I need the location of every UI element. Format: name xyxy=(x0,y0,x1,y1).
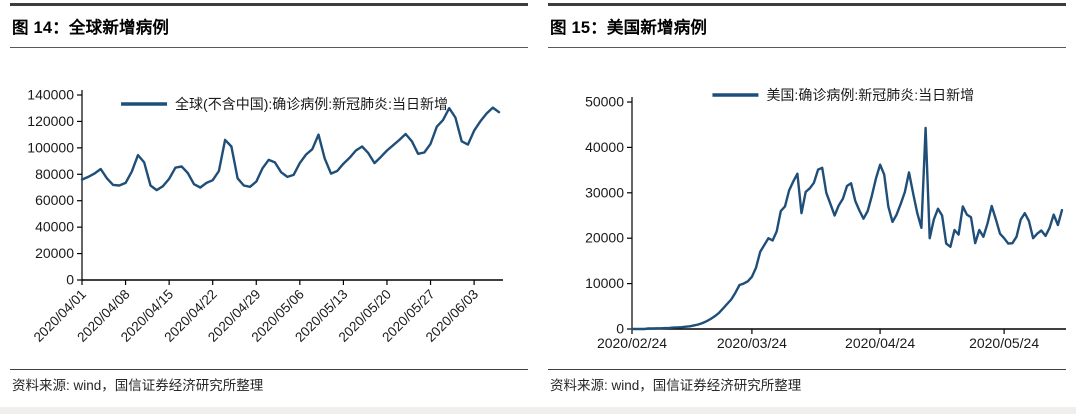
figure-title: 图 14：全球新增病例 xyxy=(12,19,170,37)
chart-area-us: 0 10000 20000 30000 40000 50000 2020/02/24 2020… xyxy=(548,56,1066,356)
source-note: 资料来源: wind，国信证券经济研究所整理 xyxy=(550,378,802,393)
source-note: 资料来源: wind，国信证券经济研究所整理 xyxy=(12,378,264,393)
svg-text:0: 0 xyxy=(66,272,74,288)
source-row: 资料来源: wind，国信证券经济研究所整理 xyxy=(10,369,528,403)
svg-text:80000: 80000 xyxy=(35,166,74,182)
figure-header: 图 15：美国新增病例 xyxy=(548,3,1066,48)
chart-area-global: 0 20000 40000 60000 80000 100000 120000 140000 2… xyxy=(10,56,528,352)
svg-text:2020/02/24: 2020/02/24 xyxy=(597,335,667,351)
svg-text:40000: 40000 xyxy=(35,219,74,235)
svg-text:40000: 40000 xyxy=(585,139,624,155)
svg-text:100000: 100000 xyxy=(27,139,74,155)
svg-text:0: 0 xyxy=(616,321,624,337)
svg-text:50000: 50000 xyxy=(585,94,624,110)
svg-text:140000: 140000 xyxy=(27,87,74,103)
report-figures-row: 图 14：全球新增病例 0 20000 40000 60000 80000 100000 1… xyxy=(0,3,1076,403)
svg-text:120000: 120000 xyxy=(27,113,74,129)
svg-text:20000: 20000 xyxy=(35,245,74,261)
svg-text:2020/04/24: 2020/04/24 xyxy=(845,335,915,351)
svg-text:30000: 30000 xyxy=(585,184,624,200)
svg-text:20000: 20000 xyxy=(585,230,624,246)
svg-text:2020/05/24: 2020/05/24 xyxy=(969,335,1039,351)
line-chart-global-new-cases: 0200004000060000800001000001200001400002… xyxy=(27,87,503,345)
figure-panel-global: 图 14：全球新增病例 0 20000 40000 60000 80000 100000 1… xyxy=(8,3,530,403)
source-row: 资料来源: wind，国信证券经济研究所整理 xyxy=(548,369,1066,403)
figure-title: 图 15：美国新增病例 xyxy=(550,19,708,37)
figure-panel-us: 图 15：美国新增病例 0 10000 20000 30000 40000 50000 20… xyxy=(546,3,1068,403)
svg-text:全球(不含中国):确诊病例:新冠肺炎:当日新增: 全球(不含中国):确诊病例:新冠肺炎:当日新增 xyxy=(175,96,448,112)
figure-header: 图 14：全球新增病例 xyxy=(10,3,528,48)
svg-text:60000: 60000 xyxy=(35,192,74,208)
line-chart-us-new-cases: 0 10000 20000 30000 40000 50000 2020/02/24 2020… xyxy=(585,87,1066,351)
svg-text:2020/03/24: 2020/03/24 xyxy=(717,335,787,351)
svg-text:10000: 10000 xyxy=(585,275,624,291)
page-bottom-strip xyxy=(0,407,1076,414)
svg-text:美国:确诊病例:新冠肺炎:当日新增: 美国:确诊病例:新冠肺炎:当日新增 xyxy=(766,87,974,103)
